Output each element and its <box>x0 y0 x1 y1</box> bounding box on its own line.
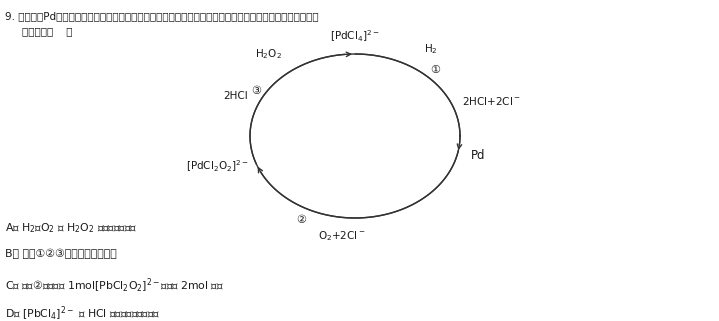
Text: C． 反应②中每产生 1mol[PbCl$_2$O$_2$]$^{2-}$，转移 2mol 电子: C． 反应②中每产生 1mol[PbCl$_2$O$_2$]$^{2-}$，转移… <box>5 277 224 295</box>
Text: D． [PbCl$_4$]$^{2-}$ 和 HCl 均为该反应的偈化剂: D． [PbCl$_4$]$^{2-}$ 和 HCl 均为该反应的偈化剂 <box>5 305 160 321</box>
Text: [PdCl$_2$O$_2$]$^{2-}$: [PdCl$_2$O$_2$]$^{2-}$ <box>186 158 248 174</box>
Text: 2HCl+2Cl$^-$: 2HCl+2Cl$^-$ <box>462 95 521 107</box>
Text: H$_2$: H$_2$ <box>423 43 438 56</box>
Text: 2HCl: 2HCl <box>223 91 248 101</box>
Text: [PdCl$_4$]$^{2-}$: [PdCl$_4$]$^{2-}$ <box>330 28 380 44</box>
Text: ①: ① <box>430 65 440 75</box>
Text: 正确的是（    ）: 正确的是（ ） <box>22 26 73 36</box>
Text: H$_2$O$_2$: H$_2$O$_2$ <box>255 48 282 61</box>
Text: O$_2$+2Cl$^-$: O$_2$+2Cl$^-$ <box>318 229 365 243</box>
Text: B． 反应①②③均为氧化还原反应: B． 反应①②③均为氧化还原反应 <box>5 249 116 259</box>
Text: A． H$_2$、O$_2$ 和 H$_2$O$_2$ 都是非极性分子: A． H$_2$、O$_2$ 和 H$_2$O$_2$ 都是非极性分子 <box>5 221 137 235</box>
Text: ③: ③ <box>251 86 261 96</box>
Text: 9. 已知钒（Pd）在化合物中常以正二价形式存在，一种用氢气制备双氧水的反应原理如图所示。下列有关说法: 9. 已知钒（Pd）在化合物中常以正二价形式存在，一种用氢气制备双氧水的反应原理… <box>5 11 319 21</box>
Text: Pd: Pd <box>470 149 485 162</box>
Text: ②: ② <box>296 215 306 225</box>
